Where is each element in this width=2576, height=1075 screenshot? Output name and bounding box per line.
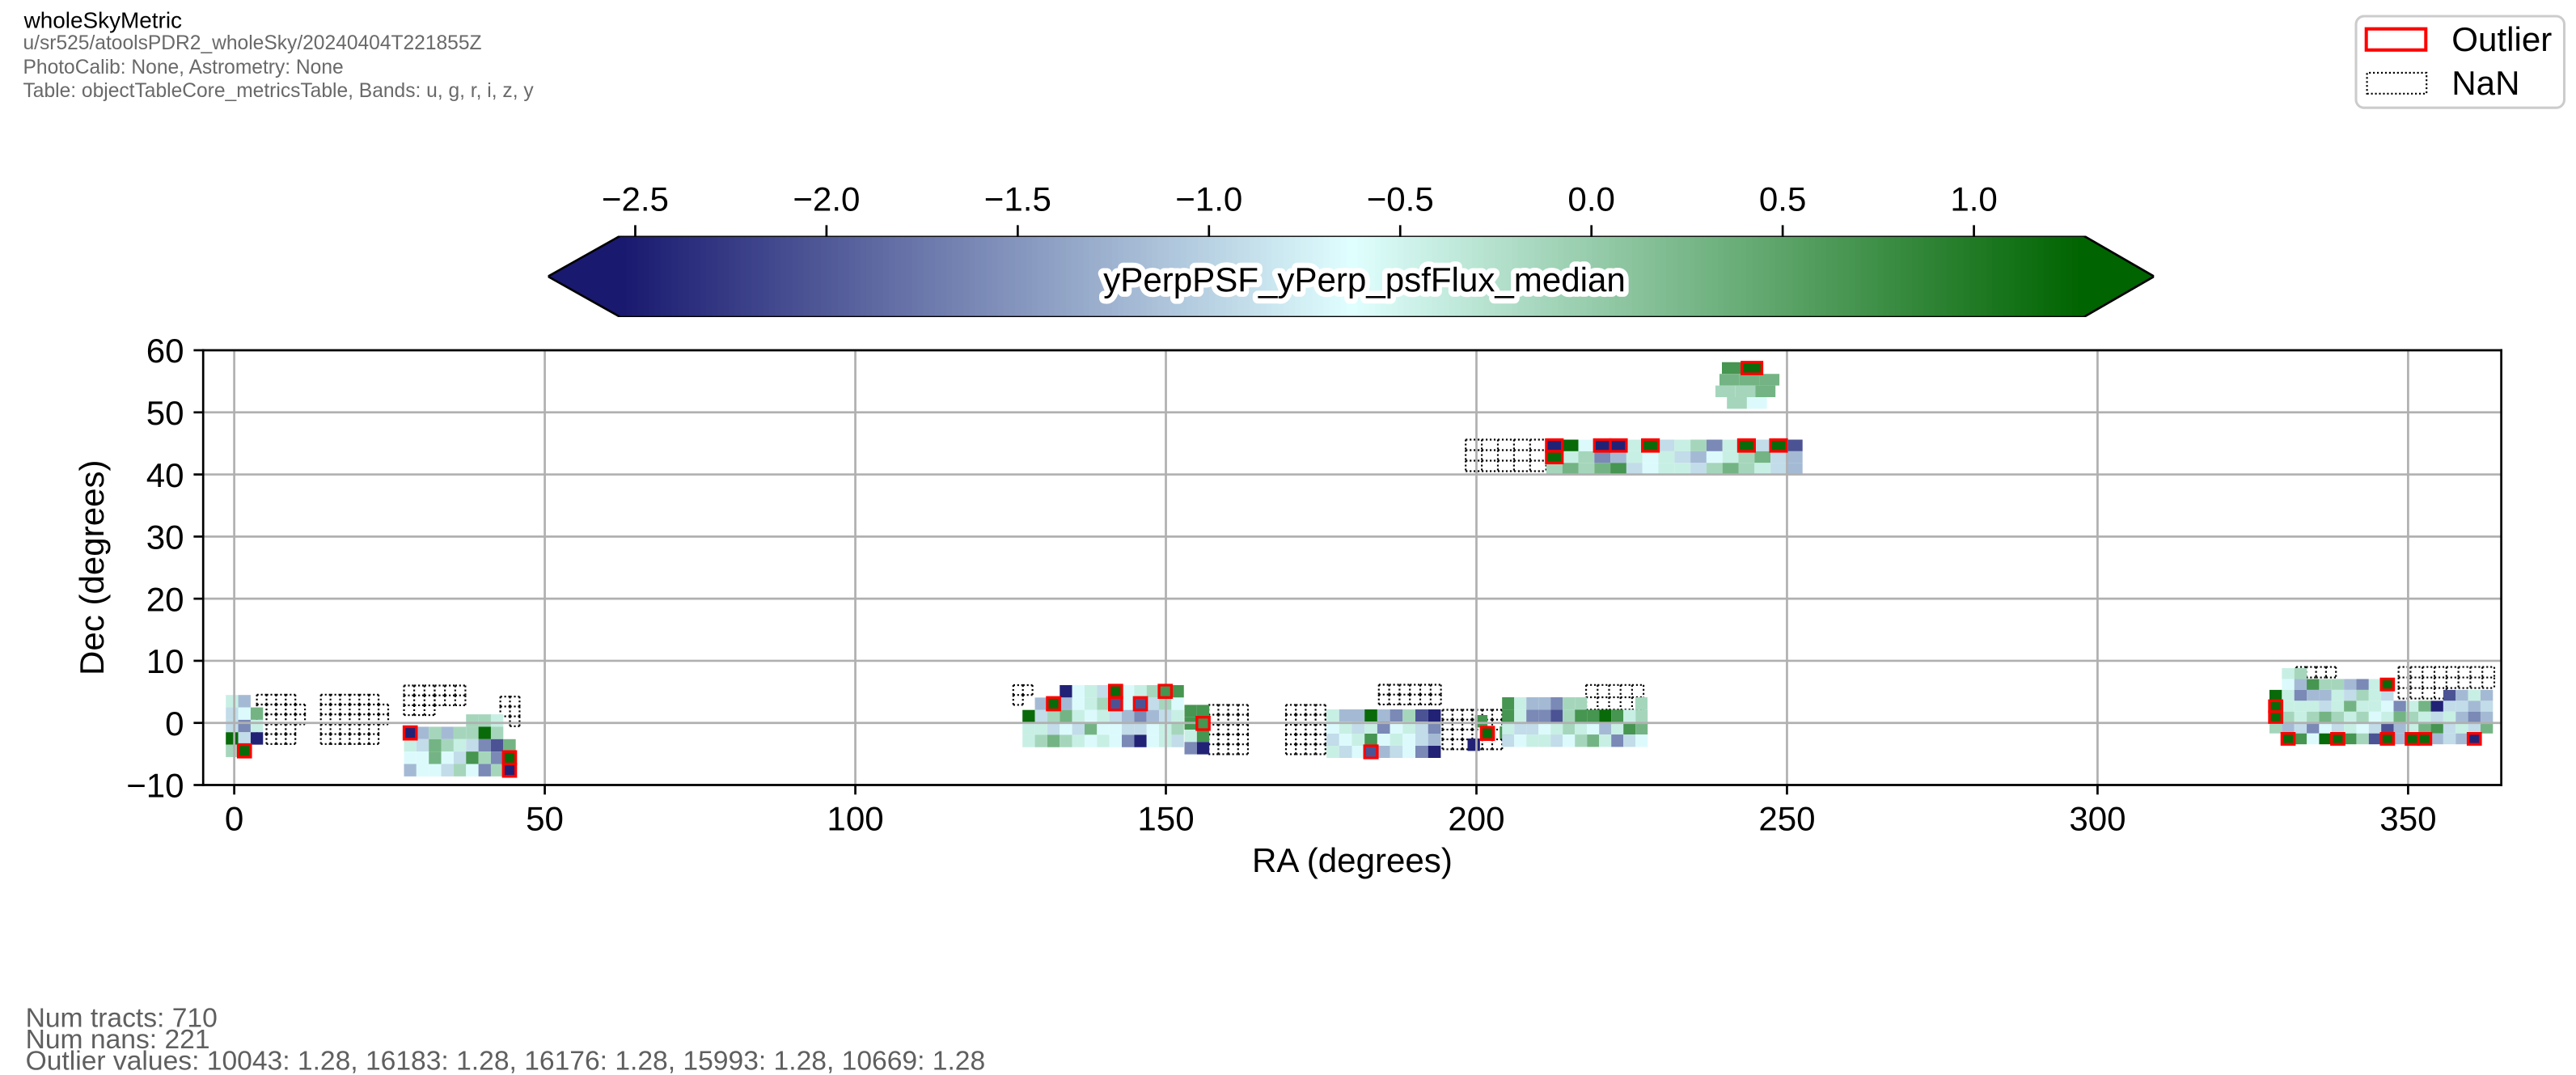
svg-text:200: 200: [1448, 800, 1504, 838]
svg-text:−1.0: −1.0: [1175, 180, 1242, 218]
svg-text:Outlier values: 10043: 1.28, 1: Outlier values: 10043: 1.28, 16183: 1.28…: [26, 1046, 986, 1075]
svg-text:−0.5: −0.5: [1367, 180, 1434, 218]
svg-text:RA (degrees): RA (degrees): [1252, 841, 1453, 879]
svg-text:50: 50: [146, 394, 184, 432]
svg-text:30: 30: [146, 518, 184, 557]
svg-text:20: 20: [146, 580, 184, 618]
svg-text:−2.0: −2.0: [793, 180, 860, 218]
svg-text:250: 250: [1758, 800, 1815, 838]
svg-text:0.5: 0.5: [1759, 180, 1807, 218]
svg-text:40: 40: [146, 456, 184, 494]
svg-text:Outlier: Outlier: [2451, 20, 2552, 58]
svg-text:300: 300: [2069, 800, 2126, 838]
svg-text:10: 10: [146, 642, 184, 680]
svg-text:−10: −10: [126, 767, 184, 805]
svg-text:150: 150: [1137, 800, 1194, 838]
svg-text:u/sr525/atoolsPDR2_wholeSky/20: u/sr525/atoolsPDR2_wholeSky/20240404T221…: [23, 32, 482, 54]
svg-text:−1.5: −1.5: [984, 180, 1051, 218]
svg-text:0.0: 0.0: [1567, 180, 1615, 218]
svg-text:60: 60: [146, 332, 184, 370]
svg-text:0: 0: [165, 705, 184, 743]
svg-text:1.0: 1.0: [1950, 180, 1998, 218]
svg-text:PhotoCalib: None, Astrometry:: PhotoCalib: None, Astrometry: None: [23, 57, 344, 78]
svg-text:50: 50: [526, 800, 564, 838]
svg-text:NaN: NaN: [2451, 64, 2519, 102]
svg-text:350: 350: [2379, 800, 2436, 838]
svg-text:Table: objectTableCore_metrics: Table: objectTableCore_metricsTable, Ban…: [23, 80, 535, 102]
svg-text:Dec (degrees): Dec (degrees): [73, 459, 111, 675]
svg-text:Num tracts: 710: Num tracts: 710: [26, 1004, 218, 1034]
svg-text:wholeSkyMetric: wholeSkyMetric: [23, 7, 182, 32]
svg-text:100: 100: [827, 800, 883, 838]
svg-text:−2.5: −2.5: [602, 180, 669, 218]
svg-text:0: 0: [225, 800, 243, 838]
svg-text:Num nans: 221: Num nans: 221: [26, 1025, 210, 1055]
